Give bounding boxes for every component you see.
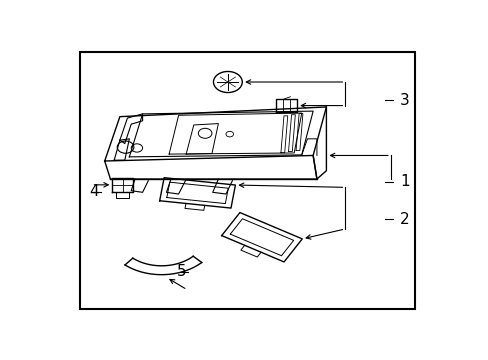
Text: 2: 2 <box>400 212 409 227</box>
Text: 1: 1 <box>400 174 409 189</box>
Text: 3: 3 <box>400 93 409 108</box>
Bar <box>80 51 415 309</box>
Text: 5: 5 <box>176 264 186 279</box>
Text: 4: 4 <box>89 184 99 199</box>
